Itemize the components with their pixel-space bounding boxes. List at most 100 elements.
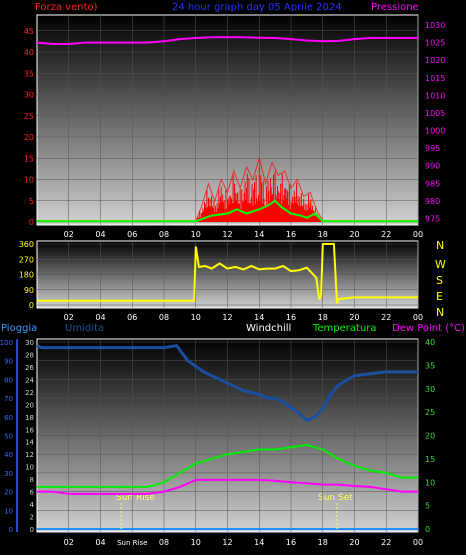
rain-y-tick-label: 10 [25,464,34,472]
bottom-x-tick-label: 08 [159,538,169,547]
pressure-y-tick-label: 1000 [425,127,445,136]
dewpoint-label: Dew Point (°C) [392,323,465,334]
mid-x-tick-label: 18 [318,313,328,322]
dewpoint-line [37,478,418,495]
compass-n-top: N [436,239,444,252]
pressure-y-tick-label: 1020 [425,56,445,65]
temperature-label: Temperatura [312,323,377,334]
wind-y-tick-label: 0 [29,218,34,227]
pressure-y-tick-label: 975 [425,214,440,223]
wind-y-tick-label: 20 [24,133,34,142]
mid-x-tick-label: 14 [254,313,264,322]
compass-e: E [436,290,443,303]
humidity-y-tick-label: 60 [4,414,13,422]
humidity-y-tick-label: 100 [0,339,13,347]
rain-y-tick-label: 8 [30,476,34,484]
mid-x-tick-label: 20 [349,313,359,322]
pressure-y-tick-label: 1015 [425,74,445,83]
humidity-y-tick-label: 70 [4,395,13,403]
top-x-tick-label: 04 [95,230,105,239]
pressure-y-tick-label: 995 [425,144,440,153]
mid-x-tick-label: 02 [64,313,74,322]
direction-y-tick-label: 0 [29,301,34,310]
top-x-tick-label: 06 [127,230,137,239]
mid-x-tick-label: 04 [95,313,105,322]
wind-direction-line [37,243,418,304]
wind-axis-title: Forza vento) [35,2,98,13]
bottom-x-tick-label: 02 [64,538,74,547]
top-x-tick-label: 12 [222,230,232,239]
mid-x-tick-label: 08 [159,313,169,322]
direction-y-tick-label: 180 [19,271,34,280]
top-x-tick-label: 00 [413,230,423,239]
pressure-y-tick-label: 980 [425,197,440,206]
top-x-tick-label: 08 [159,230,169,239]
humidity-axis-title: Umidita [65,323,104,334]
temperature-y-tick-label: 5 [425,502,430,511]
rain-y-tick-label: 2 [30,514,34,522]
bottom-x-tick-label: 04 [95,538,105,547]
rain-y-tick-label: 16 [25,426,34,434]
wind-y-tick-label: 25 [24,112,34,121]
wind-y-tick-label: 40 [24,48,34,57]
rain-y-tick-label: 24 [25,376,34,384]
pressure-y-tick-label: 990 [425,162,440,171]
rain-y-tick-label: 4 [30,501,35,509]
bottom-x-tick-label: 22 [381,538,391,547]
mid-x-tick-label: 06 [127,313,137,322]
wind-y-tick-label: 30 [24,91,34,100]
bottom-x-tick-label: 10 [191,538,201,547]
windchill-label: Windchill [246,323,291,334]
temperature-y-tick-label: 15 [425,455,435,464]
wind-y-tick-label: 5 [29,197,34,206]
temperature-y-tick-label: 0 [425,525,430,534]
rain-axis-title: Pioggia [1,323,37,334]
humidity-line [36,344,418,423]
rain-y-tick-label: 14 [25,439,34,447]
pressure-axis-title: Pressione [371,2,419,13]
direction-y-tick-label: 360 [19,240,34,249]
temperature-y-tick-label: 20 [425,432,435,441]
pressure-y-tick-label: 985 [425,179,440,188]
pressure-y-tick-label: 1005 [425,109,445,118]
sunset-marker-label: Sun Set [318,493,353,503]
rain-y-tick-label: 12 [25,451,34,459]
rain-y-tick-label: 20 [25,401,34,409]
compass-w: W [435,258,446,271]
temperature-y-tick-label: 25 [425,408,435,417]
top-x-tick-label: 10 [191,230,201,239]
rain-y-tick-label: 28 [25,351,34,359]
bottom-x-tick-label: 12 [222,538,232,547]
pressure-y-tick-label: 1010 [425,91,445,100]
mid-x-tick-label: 22 [381,313,391,322]
direction-y-tick-label: 90 [24,286,34,295]
wind-y-tick-label: 15 [24,154,34,163]
bottom-x-tick-label: 14 [254,538,264,547]
compass-n-bottom: N [436,306,444,319]
bottom-x-tick-label: 18 [318,538,328,547]
humidity-y-tick-label: 0 [9,526,13,534]
humidity-y-tick-label: 20 [4,489,13,497]
humidity-y-tick-label: 40 [4,451,13,459]
humidity-y-tick-label: 90 [4,358,13,366]
top-x-tick-label: 02 [64,230,74,239]
mid-x-tick-label: 16 [286,313,296,322]
direction-y-tick-label: 270 [19,255,34,264]
bottom-x-tick-label: 00 [413,538,423,547]
temperature-y-tick-label: 10 [425,478,435,487]
humidity-y-tick-label: 50 [4,433,13,441]
pressure-y-tick-label: 1030 [425,21,445,30]
humidity-y-tick-label: 80 [4,376,13,384]
rain-y-tick-label: 22 [25,389,34,397]
rain-y-tick-label: 30 [25,339,34,347]
pressure-y-tick-label: 1025 [425,39,445,48]
mid-x-tick-label: 00 [413,313,423,322]
humidity-y-tick-label: 10 [4,507,13,515]
rain-y-tick-label: 6 [30,489,35,497]
rain-y-tick-label: 18 [25,414,34,422]
top-x-tick-label: 22 [381,230,391,239]
top-x-tick-label: 14 [254,230,264,239]
mid-x-tick-label: 12 [222,313,232,322]
wind-y-tick-label: 10 [24,176,34,185]
